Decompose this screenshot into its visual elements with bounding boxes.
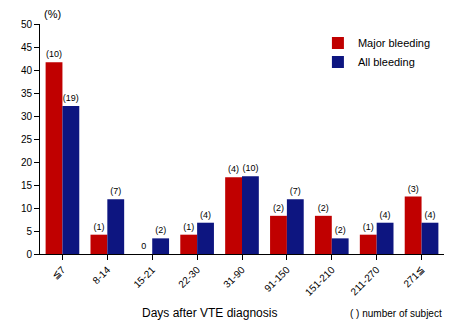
svg-text:(1): (1): [183, 222, 194, 232]
svg-text:(1): (1): [363, 222, 374, 232]
svg-text:15-21: 15-21: [131, 264, 157, 290]
svg-text:20: 20: [21, 157, 33, 168]
svg-text:35: 35: [21, 88, 33, 99]
svg-text:(19): (19): [63, 93, 79, 103]
svg-text:40: 40: [21, 65, 33, 76]
svg-text:0: 0: [141, 241, 146, 251]
svg-text:8-14: 8-14: [90, 264, 112, 286]
svg-text:0: 0: [26, 249, 32, 260]
svg-text:(2): (2): [155, 225, 166, 235]
svg-text:(4): (4): [380, 210, 391, 220]
svg-text:211-270: 211-270: [348, 264, 382, 298]
svg-text:(2): (2): [335, 225, 346, 235]
svg-text:(2): (2): [318, 203, 329, 213]
svg-text:10: 10: [21, 203, 33, 214]
svg-text:≦7: ≦7: [50, 264, 68, 282]
svg-text:Major bleeding: Major bleeding: [358, 37, 430, 49]
svg-text:(%): (%): [44, 8, 61, 20]
svg-text:( ) number of subject: ( ) number of subject: [350, 308, 442, 319]
svg-text:15: 15: [21, 180, 33, 191]
svg-text:5: 5: [26, 226, 32, 237]
svg-text:151-210: 151-210: [303, 264, 337, 298]
svg-text:45: 45: [21, 42, 33, 53]
svg-text:(4): (4): [424, 210, 435, 220]
svg-text:30: 30: [21, 111, 33, 122]
svg-text:(3): (3): [408, 184, 419, 194]
svg-text:(10): (10): [46, 49, 62, 59]
svg-text:(4): (4): [200, 210, 211, 220]
svg-text:25: 25: [21, 134, 33, 145]
svg-text:(1): (1): [93, 222, 104, 232]
svg-text:(7): (7): [110, 186, 121, 196]
svg-text:All bleeding: All bleeding: [358, 56, 415, 68]
svg-text:50: 50: [21, 19, 33, 30]
svg-text:(7): (7): [290, 186, 301, 196]
svg-text:Days after VTE diagnosis: Days after VTE diagnosis: [142, 306, 277, 320]
svg-text:271≦: 271≦: [401, 264, 426, 289]
svg-text:31-90: 31-90: [221, 264, 247, 290]
svg-text:(10): (10): [242, 163, 258, 173]
svg-text:(4): (4): [228, 164, 239, 174]
svg-text:91-150: 91-150: [262, 264, 292, 294]
svg-text:22-30: 22-30: [176, 264, 202, 290]
svg-text:(2): (2): [273, 203, 284, 213]
